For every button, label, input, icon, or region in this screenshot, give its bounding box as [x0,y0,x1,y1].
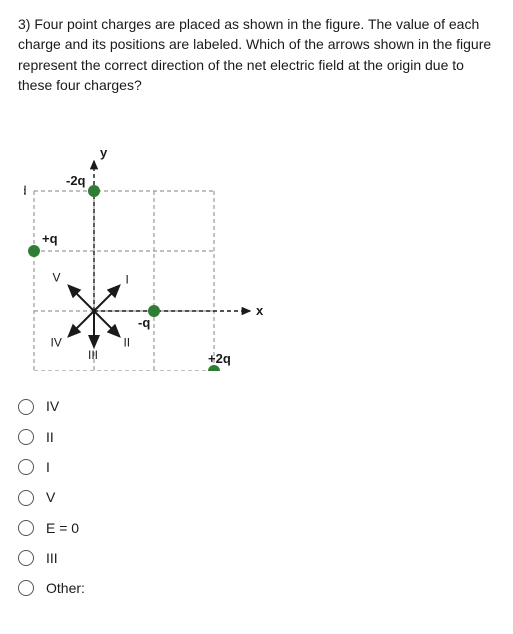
field-arrow-label: I [125,273,128,287]
option-label: Other: [46,578,85,598]
field-arrow [69,311,94,336]
opt-ii[interactable]: II [18,427,495,447]
radio-icon [18,520,34,536]
x-axis-label: x [256,303,264,318]
opt-iv[interactable]: IV [18,396,495,416]
opt-other[interactable]: Other: [18,578,495,598]
radio-icon [18,459,34,475]
option-label: I [46,457,50,477]
charge-dot [28,245,40,257]
charge-label: -2q [66,173,86,188]
opt-e0[interactable]: E = 0 [18,518,495,538]
figure-container: xy-d0d2d0d2d-2q+q-q+2qIIIIIIIVV [24,111,495,376]
option-label: III [46,548,58,568]
y-tick-label: 2d [24,183,26,198]
radio-icon [18,429,34,445]
option-label: IV [46,396,59,416]
radio-icon [18,550,34,566]
opt-iii[interactable]: III [18,548,495,568]
radio-icon [18,490,34,506]
field-arrow [94,311,119,336]
radio-icon [18,580,34,596]
charge-label: +q [42,231,58,246]
option-label: II [46,427,54,447]
answer-options: IVIIIVE = 0IIIOther: [18,396,495,598]
charge-label: +2q [208,351,231,366]
charge-dot [88,185,100,197]
field-arrow-label: III [88,348,98,362]
field-arrow [94,286,119,311]
field-arrow [69,286,94,311]
question-text: 3) Four point charges are placed as show… [18,14,495,95]
option-label: V [46,487,55,507]
radio-icon [18,399,34,415]
charge-label: -q [138,315,150,330]
field-arrow-label: IV [51,336,62,350]
y-axis-label: y [100,145,108,160]
field-arrow-label: V [53,271,61,285]
charges-figure: xy-d0d2d0d2d-2q+q-q+2qIIIIIIIVV [24,111,304,371]
option-label: E = 0 [46,518,79,538]
field-arrow-label: II [123,336,130,350]
opt-i[interactable]: I [18,457,495,477]
opt-v[interactable]: V [18,487,495,507]
